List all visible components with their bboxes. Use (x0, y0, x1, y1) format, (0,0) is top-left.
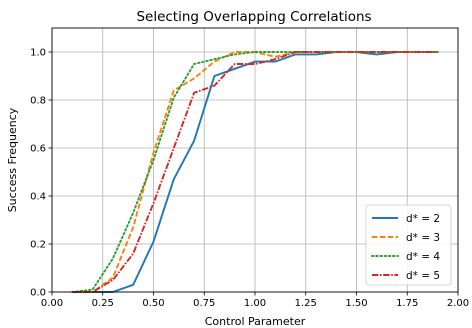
x-tick-label: 0.50 (142, 298, 164, 309)
legend-label: d* = 4 (406, 251, 440, 263)
x-tick-label: 1.25 (295, 298, 317, 309)
legend: d* = 2 d* = 3 d* = 4 d* = 5 (365, 204, 452, 286)
chart-title: Selecting Overlapping Correlations (136, 9, 371, 25)
y-tick-label: 0.0 (30, 288, 46, 299)
y-axis-label: Success Frequency (6, 107, 19, 212)
series-line-1 (72, 51, 438, 293)
y-tick-label: 0.4 (30, 192, 46, 203)
x-tick-label: 1.00 (244, 298, 266, 309)
y-tick-label: 0.6 (30, 144, 46, 155)
y-tick-label: 0.2 (30, 240, 46, 251)
x-tick-label: 0.25 (92, 298, 114, 309)
x-tick-label: 2.00 (447, 298, 469, 309)
legend-label: d* = 3 (406, 232, 440, 244)
x-tick-label: 0.00 (41, 298, 63, 309)
x-tick-label: 0.75 (193, 298, 215, 309)
y-tick-label: 1.0 (30, 48, 46, 59)
axis-ticks: 0.00 0.25 0.50 0.75 1.00 1.25 1.50 1.75 2.00 0.0 0… (30, 48, 469, 310)
x-tick-label: 1.50 (345, 298, 367, 309)
x-axis-label: Control Parameter (205, 315, 306, 328)
y-tick-label: 0.8 (30, 96, 46, 107)
x-tick-label: 1.75 (396, 298, 418, 309)
legend-label: d* = 5 (406, 270, 440, 282)
series-line-3 (71, 51, 439, 293)
legend-label: d* = 2 (406, 213, 440, 225)
legend-box (365, 204, 452, 286)
series-layer (71, 51, 439, 293)
